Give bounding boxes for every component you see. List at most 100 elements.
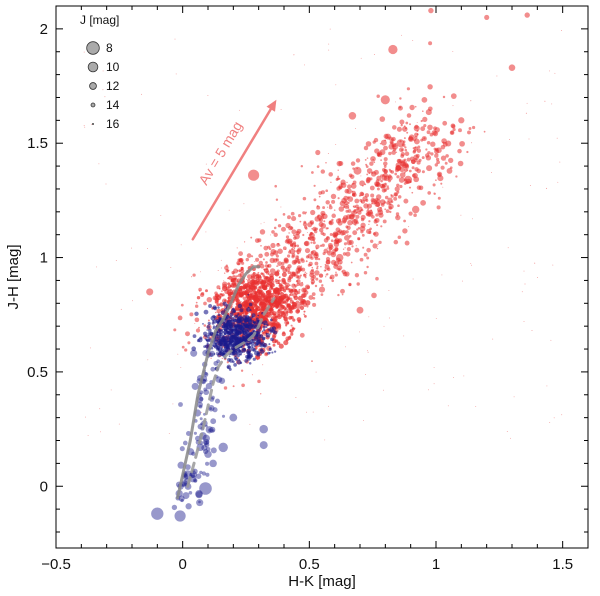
reddened-star	[308, 261, 313, 266]
reddened-star	[293, 54, 295, 56]
legend-title: J [mag]	[80, 13, 119, 27]
foreground-star	[228, 323, 234, 328]
reddened-star	[449, 130, 455, 136]
legend-marker	[89, 82, 97, 90]
foreground-star	[211, 321, 215, 325]
foreground-star	[248, 320, 252, 325]
foreground-star	[219, 331, 222, 334]
reddened-star	[335, 84, 337, 86]
reddened-star	[314, 256, 319, 261]
reddened-star	[277, 308, 281, 311]
reddened-star	[239, 293, 244, 298]
reddened-star	[345, 251, 351, 257]
foreground-star	[204, 442, 210, 448]
foreground-star	[212, 314, 216, 318]
reddened-star	[304, 227, 308, 230]
reddened-star	[305, 260, 308, 263]
reddened-star	[132, 300, 133, 302]
reddened-star	[346, 206, 348, 208]
foreground-star	[216, 334, 221, 339]
foreground-star	[216, 359, 221, 364]
reddened-star	[316, 165, 320, 168]
reddened-star	[374, 218, 377, 222]
reddened-star	[245, 257, 250, 262]
foreground-star	[204, 379, 208, 382]
reddened-star	[446, 168, 453, 174]
reddened-star	[466, 150, 469, 154]
reddened-star	[258, 253, 263, 259]
reddened-star	[238, 251, 243, 256]
reddened-star	[366, 157, 369, 159]
foreground-star	[248, 302, 253, 307]
foreground-star	[205, 472, 210, 477]
reddened-star	[291, 229, 297, 235]
reddened-star	[313, 184, 316, 187]
reddened-star	[306, 232, 308, 234]
reddened-star	[302, 196, 307, 201]
reddened-star	[218, 312, 220, 314]
reddened-star	[377, 209, 384, 216]
foreground-star	[263, 323, 266, 326]
reddened-star	[283, 340, 289, 346]
reddened-star	[380, 202, 382, 204]
reddened-star	[274, 184, 277, 188]
foreground-star	[203, 441, 208, 446]
foreground-star	[210, 447, 217, 454]
reddened-star	[245, 299, 250, 303]
reddened-star	[240, 285, 243, 288]
reddened-star	[379, 206, 382, 209]
reddened-star	[376, 224, 379, 227]
reddened-star	[433, 366, 435, 368]
reddened-star	[276, 265, 279, 267]
reddened-star	[362, 246, 365, 249]
reddened-star	[370, 209, 373, 212]
reddened-star	[269, 332, 272, 335]
foreground-star	[234, 338, 236, 340]
reddened-star	[357, 236, 361, 241]
reddened-star	[120, 308, 122, 310]
reddened-star	[423, 124, 427, 128]
reddened-star	[408, 136, 414, 142]
reddened-star	[422, 110, 424, 112]
foreground-star	[233, 356, 238, 360]
foreground-star	[178, 495, 185, 502]
reddened-star	[429, 132, 434, 137]
reddened-star	[328, 49, 330, 51]
reddened-star	[251, 255, 254, 258]
reddened-star	[408, 226, 410, 228]
reddened-star	[413, 154, 419, 161]
reddened-star	[102, 89, 104, 91]
legend-marker	[86, 41, 100, 55]
reddened-star	[262, 364, 264, 366]
foreground-star	[177, 461, 185, 469]
reddened-star	[280, 225, 282, 227]
reddened-star	[345, 230, 349, 234]
legend-entry-label: 12	[106, 79, 120, 93]
foreground-star	[229, 315, 233, 319]
reddened-star	[198, 290, 201, 292]
reddened-star	[236, 260, 241, 266]
reddened-star	[303, 313, 306, 316]
reddened-star	[331, 213, 336, 219]
reddened-star	[412, 173, 416, 178]
reddened-star	[357, 227, 361, 230]
foreground-star	[198, 500, 201, 504]
reddened-star	[371, 202, 373, 205]
reddened-star	[321, 243, 325, 247]
reddened-star	[306, 285, 310, 290]
reddened-star	[277, 224, 282, 228]
reddened-star	[308, 295, 314, 300]
foreground-star	[237, 348, 241, 352]
reddened-star	[207, 95, 209, 97]
reddened-star	[283, 281, 287, 285]
foreground-star	[218, 332, 221, 335]
reddened-star	[453, 377, 455, 379]
reddened-star	[288, 315, 293, 320]
reddened-star	[276, 341, 281, 346]
reddened-star	[284, 239, 290, 244]
reddened-star	[373, 169, 379, 175]
reddened-star	[246, 295, 251, 300]
reddened-star	[293, 247, 296, 250]
reddened-star	[351, 190, 356, 195]
foreground-star	[227, 335, 230, 337]
